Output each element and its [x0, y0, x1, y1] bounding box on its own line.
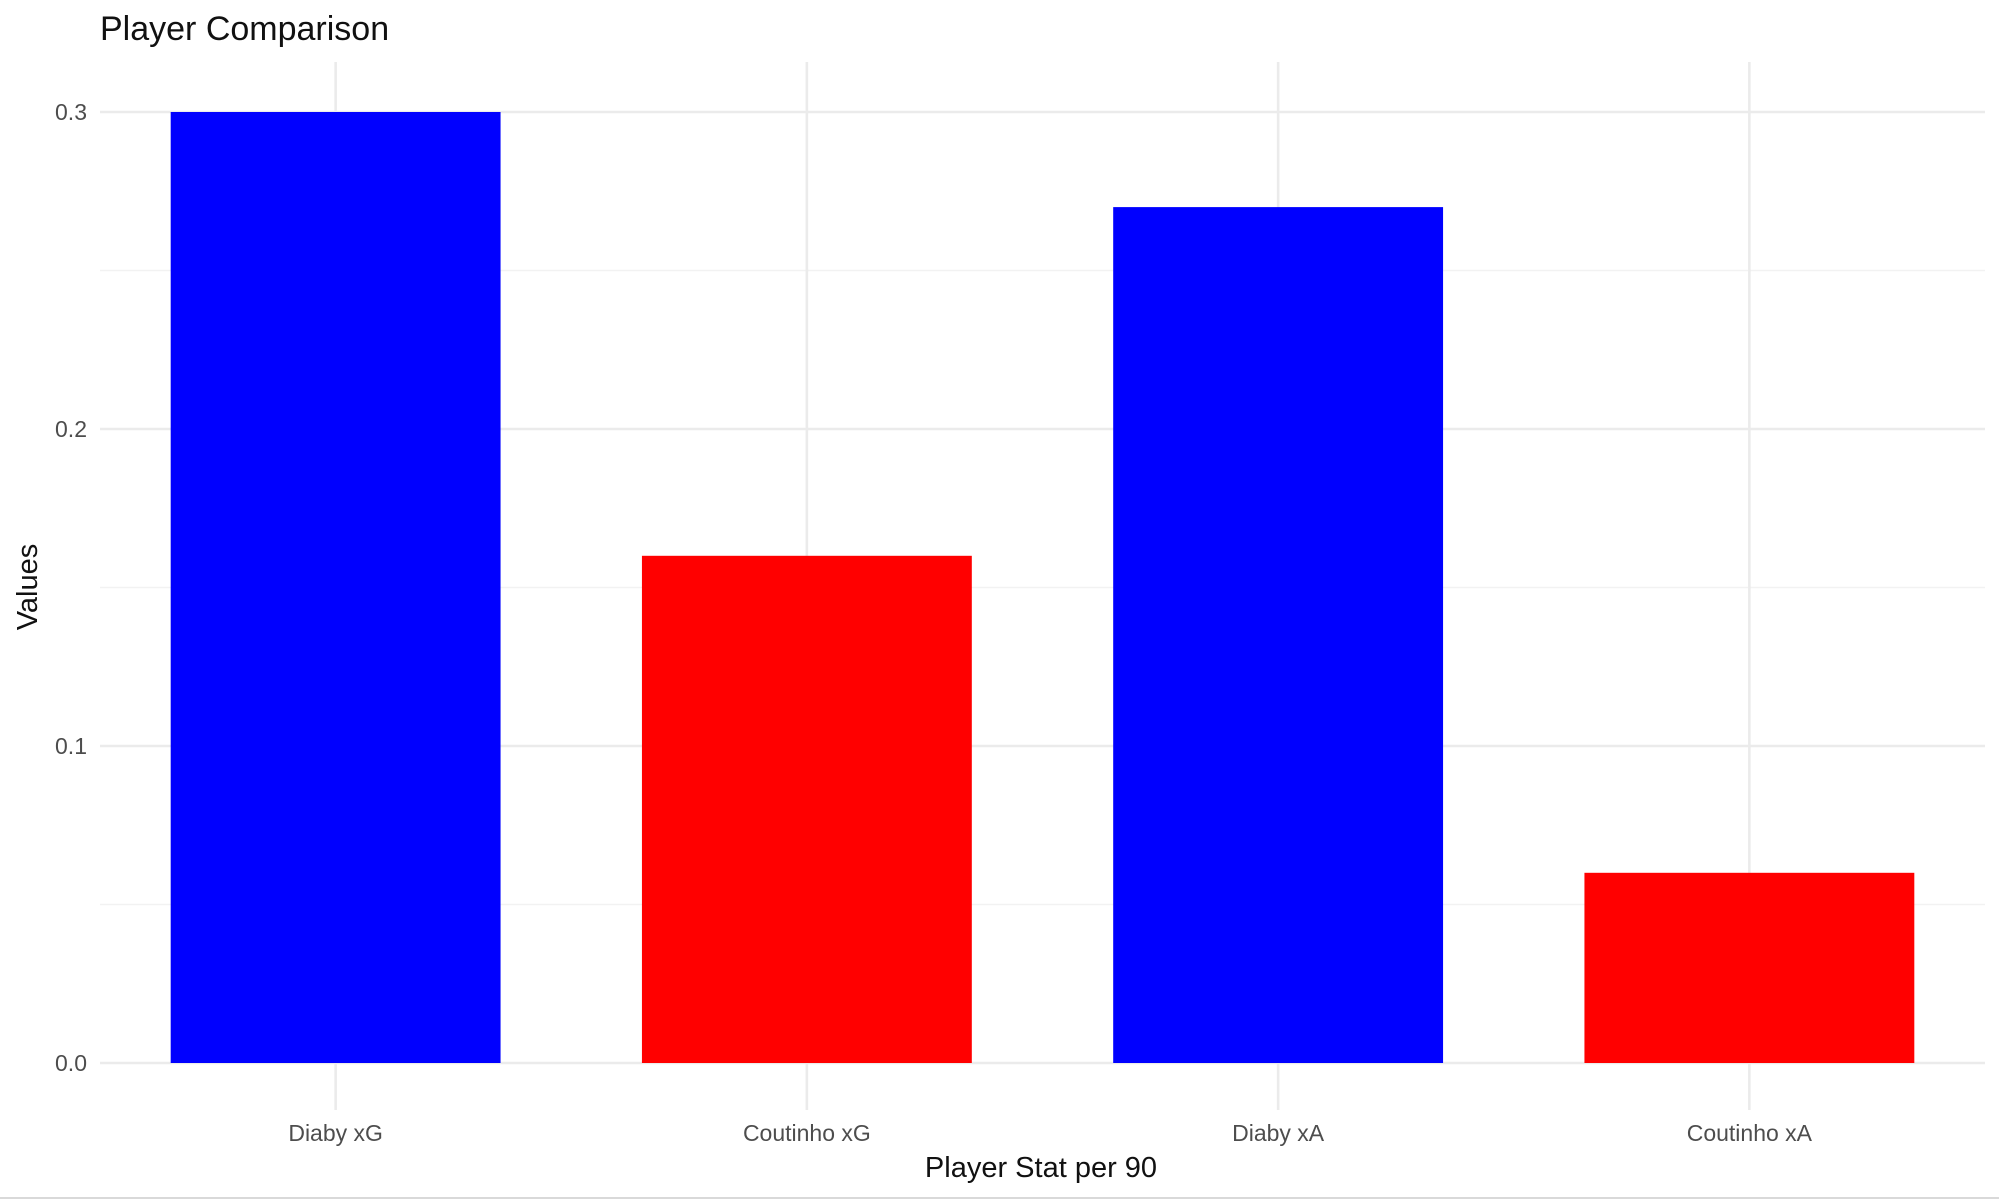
x-tick-label: Diaby xG: [288, 1120, 383, 1146]
chart-title: Player Comparison: [100, 10, 389, 48]
y-tick-label: 0.1: [55, 733, 87, 759]
y-tick-label: 0.2: [55, 416, 87, 442]
y-axis-ticks: 0.0 0.1 0.2 0.3: [55, 99, 87, 1076]
y-tick-label: 0.0: [55, 1050, 87, 1076]
x-axis-title: Player Stat per 90: [925, 1152, 1157, 1184]
bar: [170, 112, 501, 1063]
x-tick-label: Coutinho xA: [1687, 1120, 1813, 1146]
bar: [1584, 872, 1915, 1063]
bars: [170, 112, 1915, 1064]
x-axis-ticks: Diaby xG Coutinho xG Diaby xA Coutinho xA: [288, 1120, 1812, 1146]
bar: [1113, 207, 1444, 1064]
x-tick-label: Coutinho xG: [743, 1120, 871, 1146]
y-tick-label: 0.3: [55, 99, 87, 125]
x-tick-label: Diaby xA: [1232, 1120, 1325, 1146]
bar: [641, 555, 972, 1063]
y-axis-title: Values: [12, 544, 44, 631]
